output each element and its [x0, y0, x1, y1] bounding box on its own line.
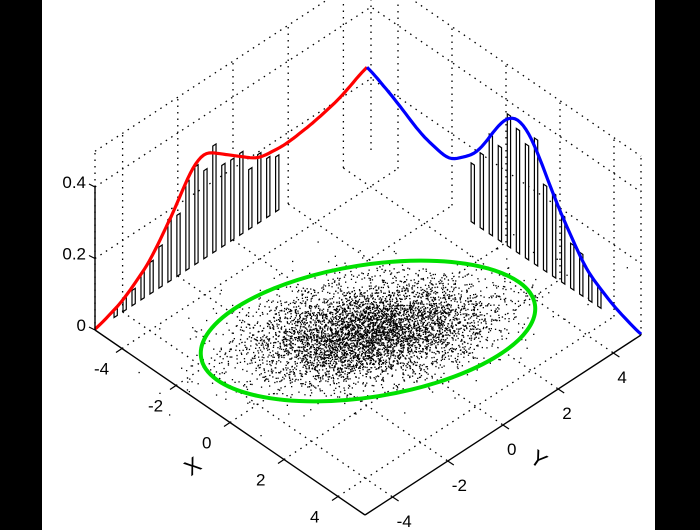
- x-tick-label: 4: [310, 508, 319, 527]
- x-tick-label: 0: [202, 434, 211, 453]
- y-tick-label: 4: [617, 368, 626, 387]
- y-tick-label: -2: [452, 476, 467, 495]
- z-tick-label: 0.2: [62, 245, 86, 264]
- x-tick-label: -2: [148, 397, 163, 416]
- y-histogram: [470, 112, 602, 310]
- tick-labels: -4 -2 0 2 4 -4 -2 0 2 4 0 0.2 0.4: [62, 173, 627, 530]
- y-axis-label: Y: [525, 445, 552, 474]
- y-density-curve: [365, 66, 643, 336]
- y-tick-label: 2: [562, 404, 571, 423]
- x-tick-label: 2: [256, 471, 265, 490]
- x-axis-label: X: [179, 451, 206, 480]
- z-tick-label: 0: [77, 316, 86, 335]
- x-tick-label: -4: [94, 360, 109, 379]
- z-tick-label: 0.4: [62, 173, 86, 192]
- tick-marks: [88, 183, 620, 502]
- y-tick-label: -4: [397, 512, 412, 530]
- y-tick-label: 0: [507, 440, 516, 459]
- x-density-curve: [93, 66, 369, 331]
- x-histogram: [113, 142, 280, 319]
- confidence-ellipse: [198, 258, 538, 404]
- scatter-points: [138, 234, 628, 437]
